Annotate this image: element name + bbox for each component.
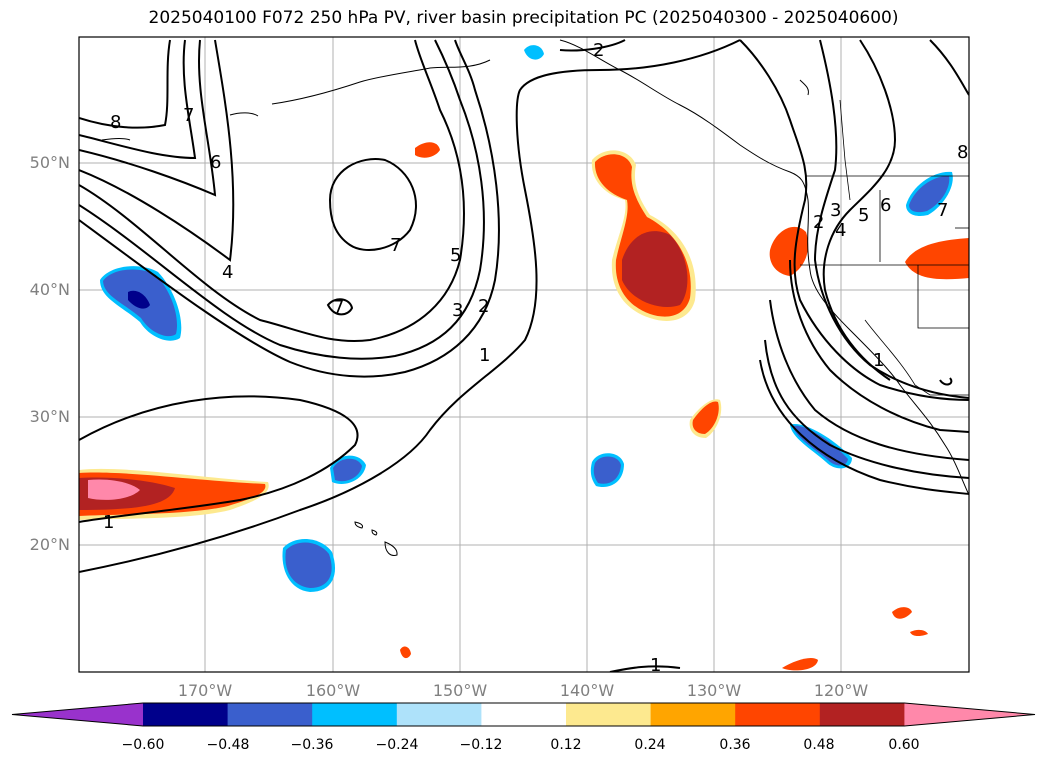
contour-label: 1 xyxy=(103,512,115,533)
contour-label: 4 xyxy=(835,220,847,241)
contour-label: 7 xyxy=(183,105,195,126)
contour-label: 3 xyxy=(452,300,464,321)
colorbar-tick-label: 0.12 xyxy=(550,737,582,753)
colorbar-tick-label: −0.60 xyxy=(121,737,165,753)
colorbar-tick-label: 0.36 xyxy=(719,737,751,753)
contour-label: 1 xyxy=(479,345,491,366)
lon-label: 120°W xyxy=(813,681,869,700)
colorbar-tick-label: 0.60 xyxy=(888,737,920,753)
contour-label: 1 xyxy=(650,655,662,676)
lat-label: 20°N xyxy=(29,535,70,554)
colorbar-segment xyxy=(735,703,821,726)
colorbar-tick-label: −0.24 xyxy=(375,737,419,753)
lon-label: 170°W xyxy=(177,681,233,700)
map-frame xyxy=(78,36,970,673)
lon-label: 130°W xyxy=(686,681,742,700)
colorbar-tick-label: −0.48 xyxy=(206,737,250,753)
contour-label: 6 xyxy=(210,152,222,173)
colorbar-extend-max xyxy=(904,703,1035,726)
colorbar-segment xyxy=(650,703,736,726)
colorbar-segment xyxy=(396,703,482,726)
coastlines xyxy=(101,39,969,556)
lat-label: 50°N xyxy=(29,153,70,172)
contour-label: 8 xyxy=(957,142,969,163)
contour-label: 4 xyxy=(222,262,234,283)
contour-label: 7 xyxy=(937,200,949,221)
precip-positive-regions xyxy=(79,142,969,671)
colorbar-tick-label: 0.24 xyxy=(634,737,666,753)
colorbar-tick-label: −0.36 xyxy=(290,737,334,753)
colorbar-segment xyxy=(227,703,313,726)
lat-label: 40°N xyxy=(29,280,70,299)
colorbar-segment xyxy=(312,703,398,726)
contour-label: 5 xyxy=(858,205,870,226)
lon-label: 150°W xyxy=(432,681,488,700)
colorbar-segment xyxy=(566,703,652,726)
contour-label: 1 xyxy=(873,350,885,371)
contour-label: 3 xyxy=(830,200,842,221)
contour-label: 2 xyxy=(593,40,605,61)
colorbar-extend-min xyxy=(12,703,143,726)
colorbar-tick-label: −0.12 xyxy=(459,737,503,753)
colorbar-tick-label: 0.48 xyxy=(803,737,835,753)
contour-label: 7 xyxy=(333,297,345,318)
contour-label: 2 xyxy=(478,296,490,317)
lat-label: 30°N xyxy=(29,407,70,426)
contour-label: 8 xyxy=(110,112,122,133)
precip-negative-regions xyxy=(100,45,953,592)
lon-label: 160°W xyxy=(305,681,361,700)
lon-label: 140°W xyxy=(559,681,615,700)
colorbar-segment xyxy=(143,703,229,726)
map-title: 2025040100 F072 250 hPa PV, river basin … xyxy=(148,8,899,28)
contour-label: 6 xyxy=(880,195,892,216)
contour-label: 2 xyxy=(813,212,825,233)
colorbar-segment xyxy=(481,703,567,726)
contour-label: 7 xyxy=(390,235,402,256)
colorbar-segment xyxy=(819,703,905,726)
gridlines xyxy=(79,37,969,672)
pv-contours xyxy=(79,39,969,672)
colorbar-outline xyxy=(11,702,1036,727)
colorbar xyxy=(11,702,1036,727)
contour-label: 5 xyxy=(450,245,462,266)
